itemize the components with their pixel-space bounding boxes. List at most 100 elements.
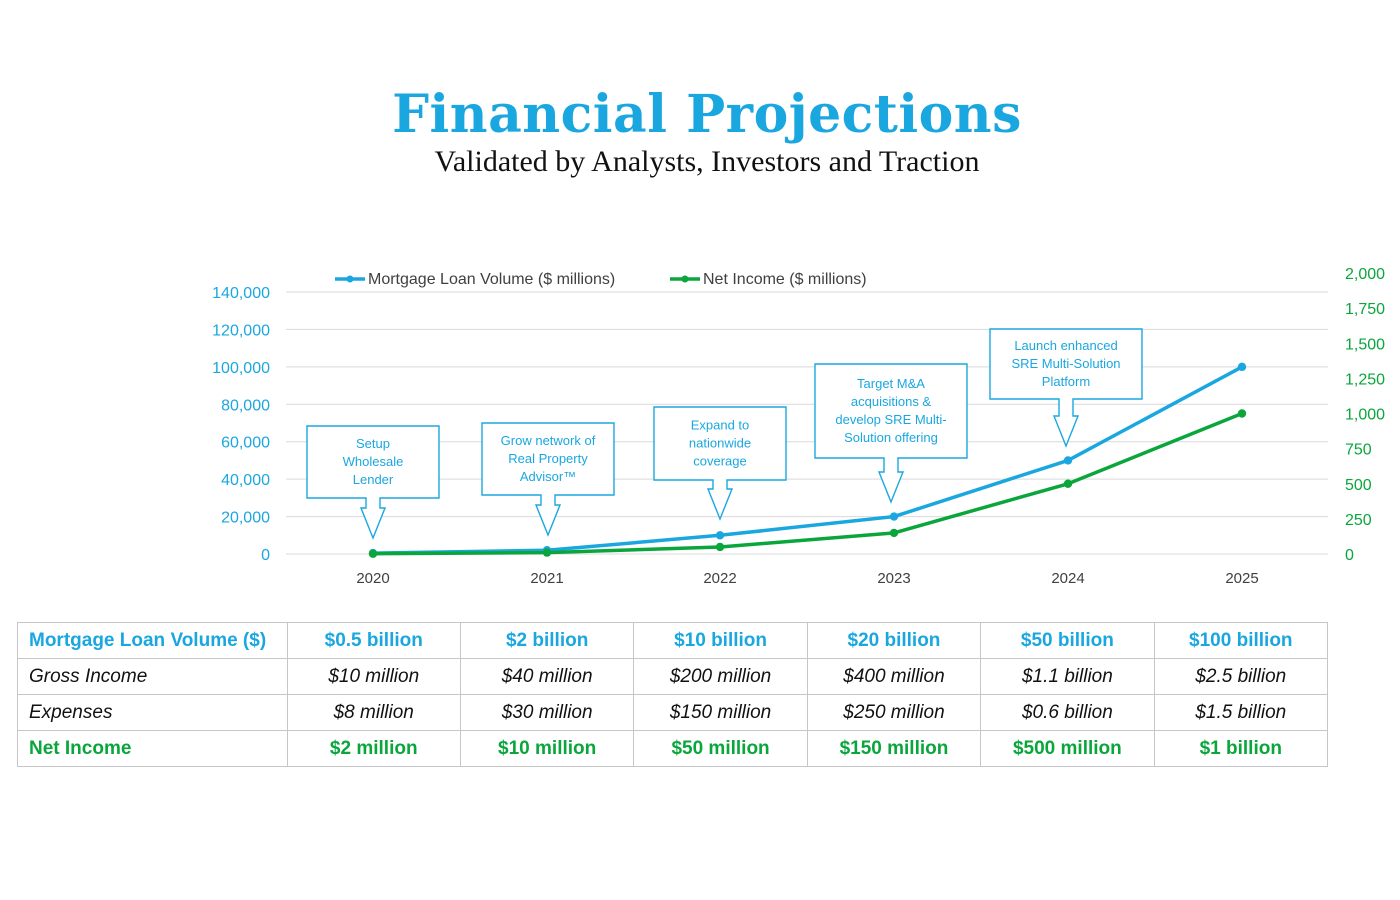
callout-text: Platform	[1042, 374, 1090, 389]
callout-text: SRE Multi-Solution	[1011, 356, 1120, 371]
data-point	[1237, 362, 1247, 372]
table-row: Net Income $2 million $10 million $50 milli…	[17, 730, 1329, 767]
y-right-tick-label: 1,750	[1345, 301, 1385, 318]
callout-text: Target M&A	[857, 376, 925, 391]
annotation-callout: Target M&A acquisitions & develop SRE Mult…	[814, 363, 968, 504]
data-point	[1063, 479, 1073, 488]
callout-text: develop SRE Multi-	[835, 412, 946, 427]
table-cell: $0.6 billion	[980, 694, 1155, 731]
callout-shape	[989, 328, 1143, 448]
row-label: Mortgage Loan Volume ($)	[17, 622, 288, 659]
callout-text: Lender	[353, 472, 394, 487]
y-right-tick-label: 1,000	[1345, 407, 1385, 424]
y-left-tick-label: 40,000	[221, 472, 270, 489]
legend-label: Net Income ($ millions)	[703, 271, 867, 288]
table-cell: $0.5 billion	[286, 622, 461, 659]
y-left-tick-label: 140,000	[212, 285, 270, 302]
y-right-tick-label: 2,000	[1345, 266, 1385, 283]
data-point	[715, 542, 725, 552]
data-point	[1063, 456, 1073, 465]
x-tick-label: 2022	[703, 570, 736, 587]
table-row: Mortgage Loan Volume ($) $0.5 billion $2 b…	[17, 622, 1329, 659]
x-tick-label: 2020	[356, 570, 389, 587]
callout-text: Advisor™	[520, 469, 576, 484]
x-tick-label: 2024	[1051, 570, 1084, 587]
data-point	[542, 548, 552, 557]
callout-text: Setup	[356, 436, 390, 451]
callout-shape	[481, 422, 615, 537]
callout-text: Real Property	[508, 451, 588, 466]
callout-text: Grow network of	[501, 433, 596, 448]
row-label: Expenses	[17, 694, 288, 731]
callout-shape	[653, 406, 787, 521]
table-cell: $150 million	[633, 694, 808, 731]
y-left-tick-label: 120,000	[212, 322, 270, 339]
callout-text: Wholesale	[343, 454, 404, 469]
legend-label: Mortgage Loan Volume ($ millions)	[368, 271, 615, 288]
table-cell: $1.5 billion	[1153, 694, 1329, 731]
table-cell: $8 million	[286, 694, 461, 731]
table-cell: $40 million	[459, 658, 635, 695]
table-cell: $2 billion	[459, 622, 635, 659]
series-line	[372, 365, 1243, 555]
y-left-tick-label: 100,000	[212, 360, 270, 377]
legend-marker	[681, 275, 689, 283]
callout-text: Solution offering	[844, 430, 938, 445]
table-row: Expenses $8 million $30 million $150 millio…	[17, 694, 1329, 731]
series-line	[372, 411, 1243, 556]
y-right-tick-label: 1,250	[1345, 371, 1385, 388]
table-cell: $30 million	[459, 694, 635, 731]
annotation-callout: Grow network of Real Property Advisor™	[481, 422, 615, 537]
table-cell: $50 billion	[980, 622, 1155, 659]
callout-text: acquisitions &	[851, 394, 932, 409]
table-cell: $2.5 billion	[1153, 658, 1329, 695]
page-title: Financial Projections	[392, 84, 1022, 145]
table-row: Gross Income $10 million $40 million $200 m…	[17, 658, 1329, 695]
y-left-tick-label: 60,000	[221, 435, 270, 452]
row-label: Net Income	[17, 730, 288, 767]
y-right-tick-label: 250	[1345, 512, 1372, 529]
x-tick-label: 2025	[1225, 570, 1258, 587]
financial-table: Mortgage Loan Volume ($) $0.5 billion $2 b…	[17, 622, 1329, 767]
annotation-callout: Launch enhanced SRE Multi-Solution Platfor…	[989, 328, 1143, 448]
table-cell: $10 billion	[633, 622, 808, 659]
y-left-tick-label: 20,000	[221, 510, 270, 527]
callout-text: Expand to	[691, 418, 750, 433]
y-right-tick-label: 1,500	[1345, 336, 1385, 353]
legend-marker	[346, 275, 354, 283]
financial-chart: 0 20,000 40,000 60,000 80,000 100,000 120,000 1…	[212, 266, 1385, 587]
annotation-callout: Expand to nationwide coverage	[653, 406, 787, 521]
row-label: Gross Income	[17, 658, 288, 695]
table-cell: $50 million	[633, 730, 808, 767]
x-tick-label: 2021	[530, 570, 563, 587]
data-point	[368, 549, 378, 558]
table-cell: $250 million	[806, 694, 982, 731]
y-left-tick-label: 80,000	[221, 397, 270, 414]
table-cell: $1 billion	[1153, 730, 1329, 767]
table-cell: $150 million	[806, 730, 982, 767]
data-point	[715, 531, 725, 540]
table-cell: $20 billion	[806, 622, 982, 659]
y-right-tick-label: 750	[1345, 442, 1372, 459]
callout-shape	[814, 363, 968, 504]
table-cell: $500 million	[980, 730, 1155, 767]
table-cell: $10 million	[286, 658, 461, 695]
callout-text: Launch enhanced	[1014, 338, 1117, 353]
table-cell: $400 million	[806, 658, 982, 695]
table-cell: $200 million	[633, 658, 808, 695]
y-right-tick-label: 0	[1345, 547, 1354, 564]
page-subtitle: Validated by Analysts, Investors and Tra…	[434, 145, 980, 178]
table-cell: $10 million	[459, 730, 635, 767]
y-right-tick-label: 500	[1345, 477, 1372, 494]
data-point	[1237, 409, 1247, 418]
table-cell: $100 billion	[1153, 622, 1329, 659]
table-cell: $1.1 billion	[980, 658, 1155, 695]
y-left-tick-label: 0	[261, 547, 270, 564]
annotation-callout: Setup Wholesale Lender	[306, 425, 440, 540]
table-cell: $2 million	[286, 730, 461, 767]
callout-text: nationwide	[689, 436, 751, 451]
data-point	[889, 512, 899, 521]
data-point	[889, 528, 899, 538]
x-tick-label: 2023	[877, 570, 910, 587]
callout-text: coverage	[693, 454, 746, 469]
